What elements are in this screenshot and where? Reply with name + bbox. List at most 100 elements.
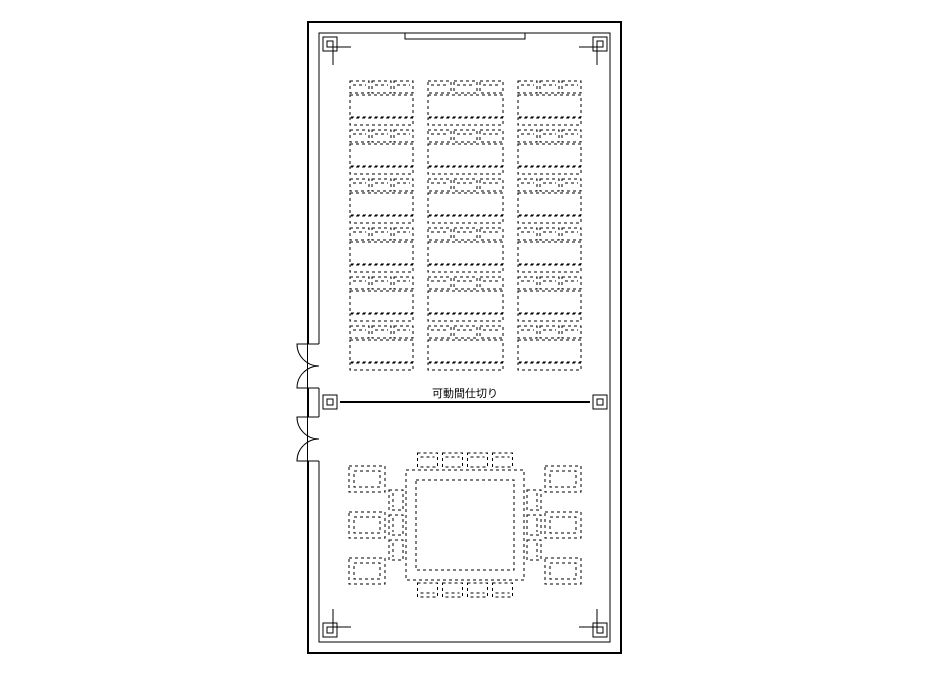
chair: [454, 277, 477, 289]
desk: [428, 95, 503, 117]
meeting-chair: [493, 583, 513, 597]
desk-note: [350, 167, 413, 174]
desk-note: [518, 118, 581, 125]
desk-note: [350, 265, 413, 272]
chair: [428, 81, 451, 93]
desk-note: [428, 118, 503, 125]
seating-row: [518, 228, 581, 272]
desk-note: [518, 363, 581, 370]
desk-note: [428, 265, 503, 272]
chair: [372, 326, 391, 338]
meeting-chair: [493, 453, 513, 467]
desk: [350, 340, 413, 362]
desk: [518, 291, 581, 313]
meeting-chair: [443, 583, 463, 597]
chair: [428, 326, 451, 338]
seating-row: [428, 130, 503, 174]
seating-row: [428, 326, 503, 370]
chair: [540, 277, 559, 289]
desk-note: [350, 118, 413, 125]
desk-note: [350, 216, 413, 223]
chair: [350, 228, 369, 240]
column: [323, 395, 337, 409]
desk-note: [518, 265, 581, 272]
side-pod-inner: [354, 471, 380, 487]
chair: [454, 326, 477, 338]
chair: [480, 130, 503, 142]
seating-row: [518, 277, 581, 321]
chair: [562, 130, 581, 142]
desk-note: [518, 314, 581, 321]
desk-note: [428, 363, 503, 370]
chair: [480, 277, 503, 289]
seating-row: [350, 277, 413, 321]
seating-row: [518, 326, 581, 370]
chair: [428, 179, 451, 191]
desk: [350, 144, 413, 166]
chair: [454, 81, 477, 93]
chair: [540, 326, 559, 338]
side-pod: [349, 558, 385, 584]
desk: [518, 95, 581, 117]
chair: [350, 81, 369, 93]
chair: [372, 179, 391, 191]
column: [593, 395, 607, 409]
meeting-chair: [443, 453, 463, 467]
seating-row: [350, 81, 413, 125]
side-pod-inner: [354, 563, 380, 579]
column-inner: [597, 41, 603, 47]
desk-note: [428, 216, 503, 223]
desk: [350, 242, 413, 264]
column-inner: [327, 627, 333, 633]
seating-row: [518, 130, 581, 174]
meeting-chair: [418, 453, 438, 467]
column-inner: [327, 399, 333, 405]
desk: [518, 242, 581, 264]
chair: [562, 81, 581, 93]
side-pod-inner: [550, 563, 576, 579]
desk-note: [518, 216, 581, 223]
seating-row: [428, 228, 503, 272]
column-inner: [597, 627, 603, 633]
chair: [394, 277, 413, 289]
chair: [518, 228, 537, 240]
chair: [428, 130, 451, 142]
meeting-chair: [527, 540, 541, 560]
seating-row: [428, 179, 503, 223]
meeting-table-inner: [416, 480, 514, 570]
chair: [454, 130, 477, 142]
chair: [518, 179, 537, 191]
side-pod-inner: [550, 471, 576, 487]
seating-row: [428, 277, 503, 321]
meeting-table: [406, 470, 524, 580]
desk: [350, 95, 413, 117]
chair: [372, 130, 391, 142]
seating-row: [350, 326, 413, 370]
chair: [428, 277, 451, 289]
chair: [480, 326, 503, 338]
desk: [428, 340, 503, 362]
chair: [394, 228, 413, 240]
desk: [428, 144, 503, 166]
chair: [480, 81, 503, 93]
column-inner: [327, 41, 333, 47]
chair: [372, 228, 391, 240]
chair: [372, 277, 391, 289]
chair: [480, 179, 503, 191]
desk: [518, 193, 581, 215]
column: [323, 37, 337, 51]
chair: [518, 277, 537, 289]
chair: [562, 179, 581, 191]
desk-note: [518, 167, 581, 174]
chair: [372, 81, 391, 93]
desk: [518, 144, 581, 166]
side-pod: [545, 466, 581, 492]
column: [323, 623, 337, 637]
front-screen: [405, 33, 525, 39]
chair: [394, 326, 413, 338]
chair: [562, 277, 581, 289]
seating-row: [350, 228, 413, 272]
chair: [562, 228, 581, 240]
desk: [428, 193, 503, 215]
seating-row: [518, 179, 581, 223]
